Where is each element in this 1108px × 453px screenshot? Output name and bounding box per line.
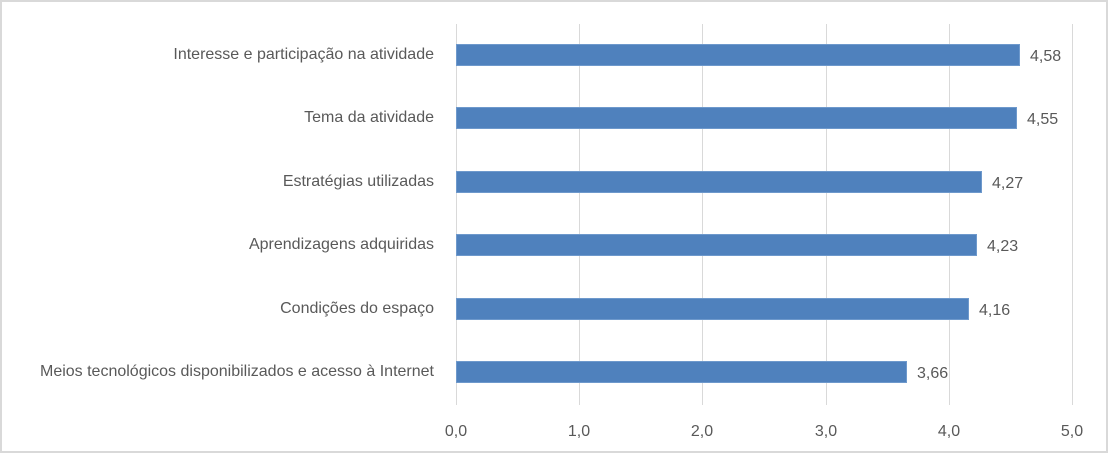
x-tick-label: 2,0 bbox=[690, 423, 714, 440]
gridline bbox=[702, 24, 703, 405]
category-label: Interesse e participação na atividade bbox=[173, 46, 434, 63]
category-label: Aprendizagens adquiridas bbox=[248, 236, 434, 253]
value-label: 4,58 bbox=[1030, 48, 1062, 65]
bar bbox=[456, 107, 1017, 129]
value-label: 4,55 bbox=[1027, 111, 1059, 128]
x-tick-label: 4,0 bbox=[937, 423, 961, 440]
value-label: 4,27 bbox=[992, 175, 1024, 192]
gridline bbox=[826, 24, 827, 405]
value-label: 4,16 bbox=[979, 302, 1011, 319]
bar bbox=[456, 44, 1020, 66]
value-label: 3,66 bbox=[917, 365, 949, 382]
x-tick-label: 3,0 bbox=[814, 423, 838, 440]
gridline bbox=[456, 24, 457, 405]
x-tick-label: 1,0 bbox=[567, 423, 591, 440]
gridline bbox=[579, 24, 580, 405]
gridline bbox=[949, 24, 950, 405]
category-label: Tema da atividade bbox=[304, 109, 434, 126]
category-label: Meios tecnológicos disponibilizados e ac… bbox=[39, 363, 434, 380]
bar bbox=[456, 234, 977, 256]
value-label: 4,23 bbox=[987, 238, 1019, 255]
category-label: Estratégias utilizadas bbox=[282, 173, 434, 190]
gridline bbox=[1072, 24, 1073, 405]
bar bbox=[456, 171, 982, 193]
x-tick-label: 5,0 bbox=[1060, 423, 1084, 440]
category-label: Condições do espaço bbox=[280, 300, 434, 317]
bar bbox=[456, 361, 907, 383]
bar bbox=[456, 298, 969, 320]
x-tick-label: 0,0 bbox=[444, 423, 468, 440]
